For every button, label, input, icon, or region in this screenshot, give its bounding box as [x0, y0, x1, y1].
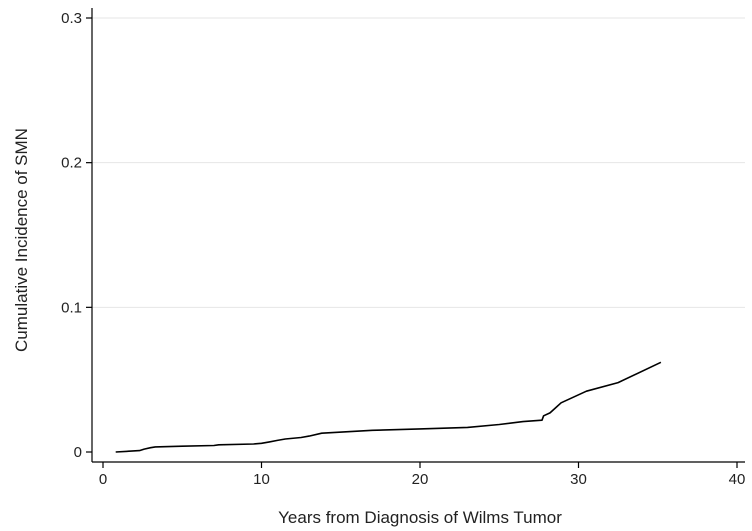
- y-tick-label: 0: [74, 444, 82, 461]
- x-tick-label: 30: [570, 471, 587, 488]
- ticks: 0 0.1 0.2 0.3 0 10 20 30 40: [61, 10, 745, 488]
- gridlines: [92, 17, 745, 308]
- x-axis-label: Years from Diagnosis of Wilms Tumor: [278, 508, 562, 527]
- x-tick-label: 40: [729, 471, 746, 488]
- y-tick-label: 0.1: [61, 299, 82, 316]
- x-tick-label: 10: [253, 471, 270, 488]
- y-axis-label: Cumulative Incidence of SMN: [12, 128, 31, 352]
- y-tick-label: 0.3: [61, 10, 82, 27]
- x-tick-label: 20: [412, 471, 429, 488]
- y-tick-label: 0.2: [61, 155, 82, 172]
- axes: [91, 8, 745, 463]
- series-lines: [115, 361, 662, 453]
- series-line: [115, 361, 662, 453]
- x-tick-label: 0: [99, 471, 107, 488]
